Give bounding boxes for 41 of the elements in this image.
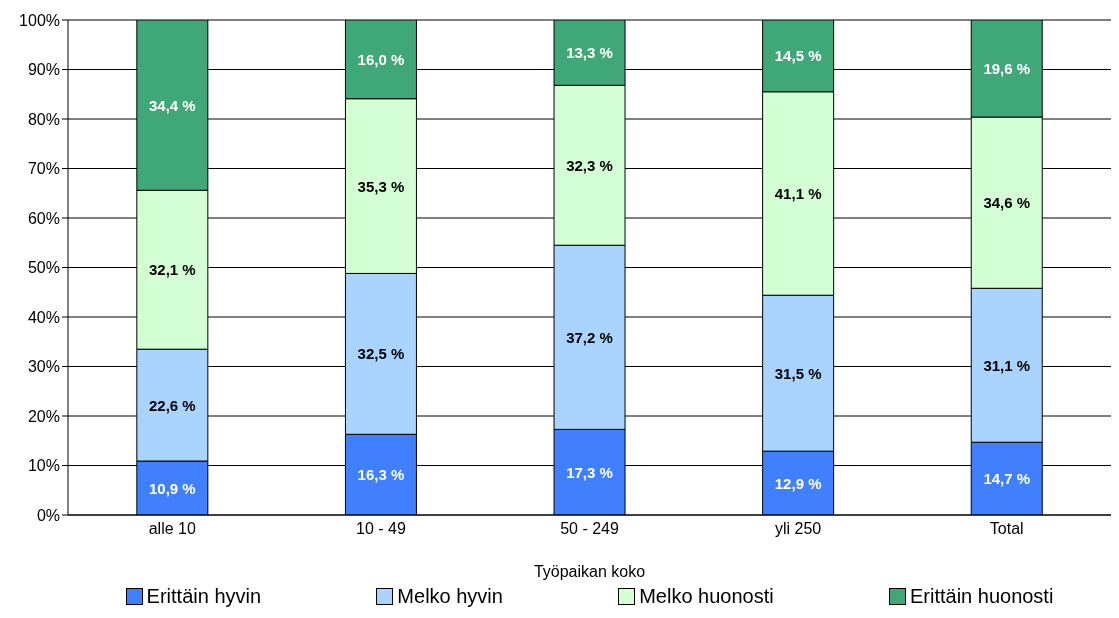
data-label: 34,4 % — [148, 96, 196, 114]
data-label: 13,3 % — [566, 44, 613, 62]
data-label: 17,3 % — [566, 463, 613, 481]
y-tick-label: 0% — [36, 506, 60, 524]
x-tick-label: 50 - 249 — [560, 520, 619, 538]
y-tick-label: 70% — [27, 160, 60, 178]
y-tick-label: 90% — [27, 61, 60, 79]
data-label: 12,9 % — [774, 474, 822, 492]
x-tick-label: yli 250 — [774, 520, 822, 538]
data-label: 31,5 % — [774, 364, 822, 382]
data-label: 35,3 % — [357, 177, 405, 195]
data-label: 37,2 % — [566, 328, 613, 346]
data-label: 32,1 % — [148, 261, 196, 279]
x-tick-label: 10 - 49 — [355, 520, 406, 538]
legend-label: Melko hyvin — [397, 585, 503, 608]
data-label: 16,3 % — [357, 466, 405, 484]
x-axis-title: Työpaikan koko — [533, 563, 646, 580]
y-tick-label: 10% — [27, 457, 60, 475]
y-tick-label: 20% — [27, 407, 60, 425]
y-tick-label: 60% — [27, 209, 60, 227]
data-label: 31,1 % — [983, 356, 1031, 374]
data-label: 10,9 % — [148, 479, 196, 497]
y-tick-label: 50% — [27, 259, 60, 277]
data-label: 41,1 % — [774, 185, 822, 202]
y-tick-label: 30% — [27, 358, 60, 376]
data-label: 34,6 % — [983, 194, 1031, 212]
x-tick-label: alle 10 — [148, 520, 196, 538]
legend-label: Erittäin hyvin — [146, 585, 262, 608]
y-tick-label: 100% — [19, 11, 60, 29]
y-tick-label: 40% — [27, 308, 60, 326]
data-label: 32,5 % — [357, 345, 405, 363]
x-tick-label: Total — [989, 520, 1024, 538]
data-label: 22,6 % — [148, 396, 196, 414]
legend-label: Erittäin huonosti — [909, 585, 1054, 608]
data-label: 19,6 % — [983, 60, 1031, 78]
data-label: 32,3 % — [566, 156, 613, 174]
legend-label: Melko huonosti — [639, 585, 774, 608]
y-tick-label: 80% — [27, 110, 60, 128]
data-label: 14,7 % — [983, 470, 1031, 488]
data-label: 16,0 % — [357, 50, 405, 68]
data-label: 14,5 % — [774, 47, 822, 65]
